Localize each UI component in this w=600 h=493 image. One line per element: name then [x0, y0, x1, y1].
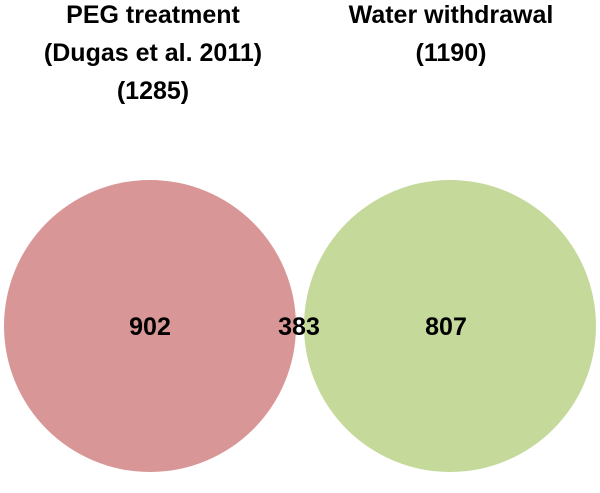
right-set-title: Water withdrawal (1190) — [306, 0, 596, 72]
right-set-title-line-2: (1190) — [415, 39, 487, 67]
overlap-count: 383 — [278, 313, 320, 341]
left-set-title-line-2: (Dugas et al. 2011) — [43, 39, 263, 67]
right-set-circle — [304, 180, 596, 472]
left-only-count: 902 — [129, 313, 171, 341]
right-set-title-line-1: Water withdrawal — [348, 1, 554, 29]
left-set-title: PEG treatment (Dugas et al. 2011) (1285) — [0, 0, 306, 110]
left-set-title-line-3: (1285) — [116, 77, 190, 105]
left-set-circle — [4, 180, 296, 472]
right-only-count: 807 — [425, 313, 467, 341]
left-set-title-line-1: PEG treatment — [66, 1, 240, 29]
